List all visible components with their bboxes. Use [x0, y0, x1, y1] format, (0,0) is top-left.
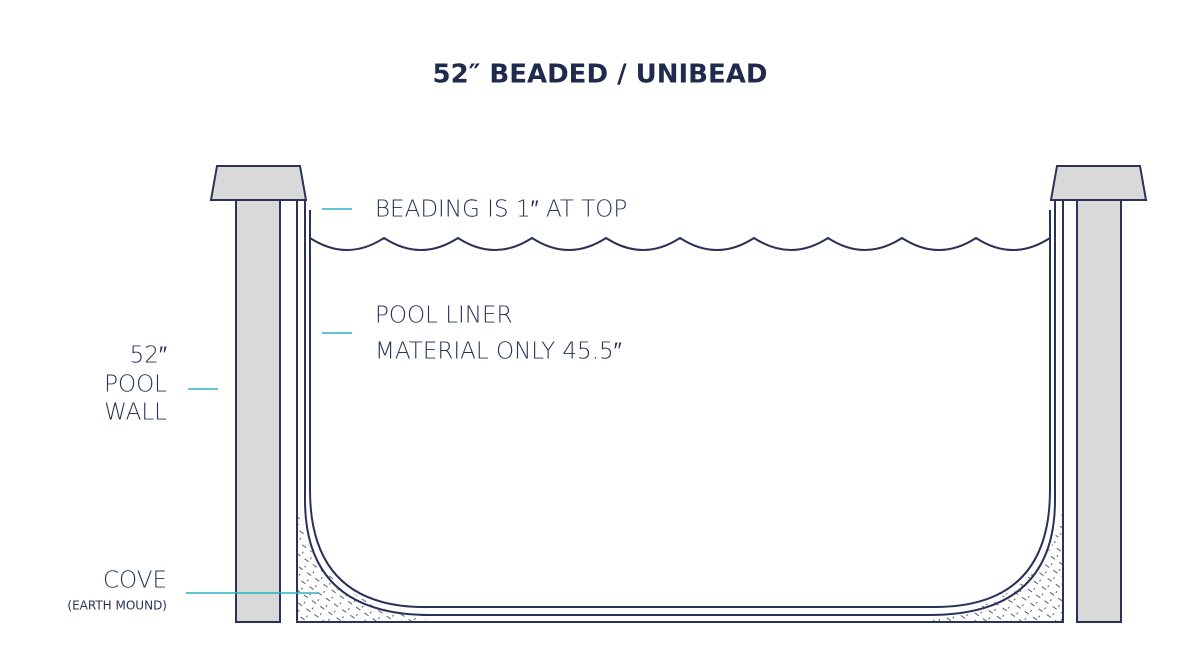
cove-right	[920, 490, 1063, 622]
wall-label: 52″	[130, 343, 167, 369]
title: 52″ BEADED / UNIBEAD	[433, 60, 768, 90]
pool-wall	[296, 200, 1064, 623]
liner-outer	[304, 499, 1056, 616]
liner-label: MATERIAL ONLY 45.5″	[375, 339, 622, 365]
beading-label: BEADING IS 1″ AT TOP	[375, 197, 627, 223]
right-post	[1049, 165, 1148, 623]
bead-scallops	[309, 236, 1051, 251]
wall-label: WALL	[104, 400, 167, 426]
cove-note: (EARTH MOUND)	[67, 599, 167, 613]
cove-left	[297, 490, 440, 622]
cove-label: COVE	[103, 568, 167, 594]
wall-label: POOL	[104, 372, 167, 398]
liner-inner	[309, 210, 1051, 608]
left-post	[209, 165, 308, 623]
liner-label: POOL LINER	[375, 303, 513, 329]
